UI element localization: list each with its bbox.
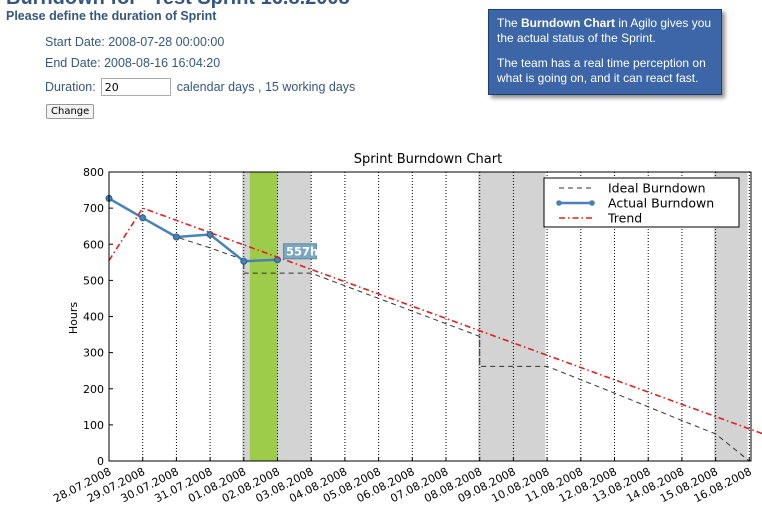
y-tick-label: 200 <box>83 383 104 396</box>
data-point <box>139 214 147 222</box>
legend-label: Trend <box>607 211 642 226</box>
series-lines <box>105 194 762 462</box>
info-paragraph-2: The team has a real time perception on w… <box>497 56 706 85</box>
info-text-pre: The <box>497 16 522 30</box>
duration-row: Duration: calendar days , 15 working day… <box>45 78 355 96</box>
legend-label: Actual Burndown <box>608 196 714 211</box>
today-band <box>249 172 278 461</box>
weekend-bands <box>242 172 748 461</box>
change-button[interactable]: Change <box>46 104 95 119</box>
current-value-annotation: 557h <box>283 243 318 260</box>
duration-label: Duration: <box>45 80 96 94</box>
info-text-bold: Burndown Chart <box>521 16 616 30</box>
legend-marker <box>556 200 562 206</box>
x-axis: 28.07.200829.07.200830.07.200831.07.2008… <box>51 457 754 505</box>
y-tick-label: 600 <box>83 238 104 251</box>
page-title: Burndown for "Test Sprint 16.8.2008" <box>6 0 359 10</box>
start-date-label: Start Date: <box>45 35 105 49</box>
annotation-label: 557h <box>286 244 318 258</box>
weekend-band <box>277 172 312 461</box>
page-subtitle: Please define the duration of Sprint <box>6 9 217 23</box>
data-point <box>172 233 180 241</box>
legend-label: Ideal Burndown <box>608 181 706 196</box>
info-box: The Burndown Chart in Agilo gives you th… <box>488 9 722 95</box>
series-actual-burndown <box>108 197 278 263</box>
y-axis-label: Hours <box>67 302 80 334</box>
duration-input[interactable] <box>100 78 171 96</box>
end-date-label: End Date: <box>45 56 101 70</box>
y-axis: 0 100 200 300 400 500 600 700 800 <box>83 166 113 468</box>
info-paragraph-1: The Burndown Chart in Agilo gives you th… <box>497 16 713 46</box>
y-tick-label: 300 <box>83 347 104 360</box>
chart-title: Sprint Burndown Chart <box>354 152 502 167</box>
y-tick-label: 800 <box>83 166 104 179</box>
weekend-band <box>478 172 546 461</box>
y-tick-label: 0 <box>97 455 104 468</box>
data-point <box>240 257 248 265</box>
series-trend <box>108 207 762 435</box>
y-tick-label: 500 <box>83 274 104 287</box>
series-ideal-burndown <box>108 197 750 462</box>
end-date-line: End Date: 2008-08-16 16:04:20 <box>45 56 220 70</box>
y-tick-label: 400 <box>83 311 104 324</box>
duration-days-text: calendar days , 15 working days <box>176 80 356 94</box>
start-date-line: Start Date: 2008-07-28 00:00:00 <box>45 35 224 49</box>
info-text-post: in Agilo gives you the actual status of … <box>497 16 712 45</box>
end-date-value: 2008-08-16 16:04:20 <box>104 56 221 70</box>
y-tick-label: 100 <box>83 419 104 432</box>
legend-marker <box>589 200 595 206</box>
start-date-value: 2008-07-28 00:00:00 <box>108 35 225 49</box>
y-tick-label: 700 <box>83 202 104 215</box>
annotation-box <box>283 243 318 260</box>
